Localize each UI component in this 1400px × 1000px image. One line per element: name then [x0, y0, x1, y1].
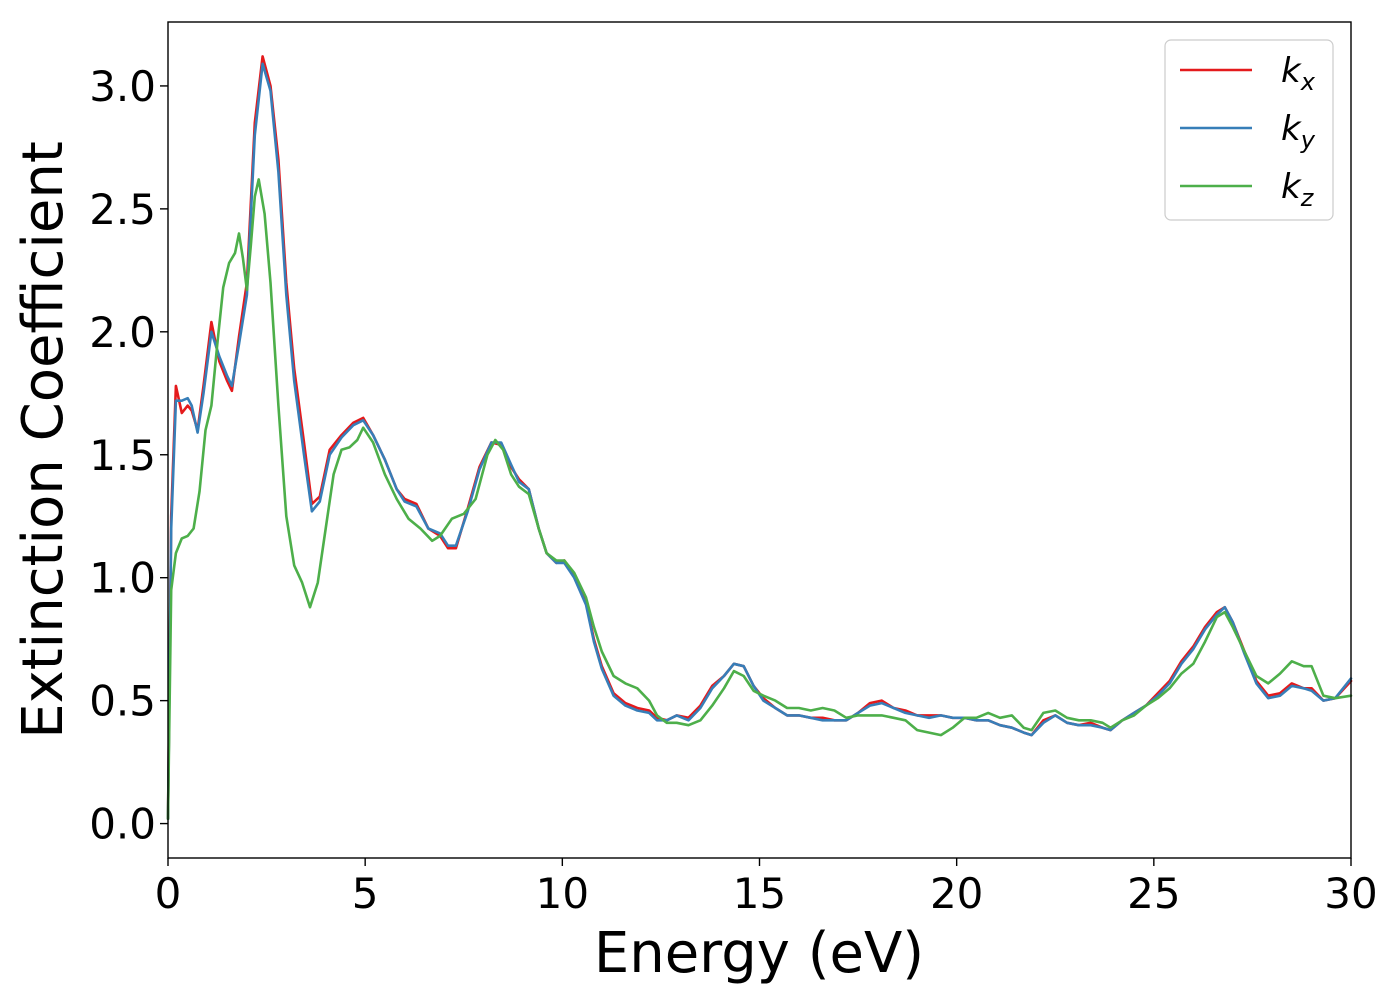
x-tick-label: 15 [733, 869, 786, 918]
y-tick-label: 2.0 [89, 308, 156, 357]
x-tick-label: 20 [930, 869, 983, 918]
y-tick-label: 1.0 [89, 554, 156, 603]
y-tick-label: 3.0 [89, 62, 156, 111]
y-tick-label: 0.5 [89, 677, 156, 726]
x-tick-label: 30 [1324, 869, 1377, 918]
x-axis-title: Energy (eV) [594, 921, 924, 986]
x-axis: 0 5 10 15 20 25 30 [155, 858, 1378, 918]
x-tick-label: 0 [155, 869, 182, 918]
y-tick-label: 1.5 [89, 431, 156, 480]
legend-box [1164, 39, 1334, 221]
y-tick-label: 0.0 [89, 800, 156, 849]
legend-label-kz: kz [1281, 167, 1315, 212]
y-axis: 0.0 0.5 1.0 1.5 2.0 2.5 3.0 [89, 62, 168, 849]
y-axis-title: Extinction Coefficient [11, 141, 76, 739]
series-layer [166, 55, 1353, 820]
y-tick-label: 2.5 [89, 185, 156, 234]
x-tick-label: 5 [352, 869, 379, 918]
x-tick-label: 10 [536, 869, 589, 918]
series-line-kz [166, 178, 1353, 820]
series-line-ky [166, 62, 1353, 820]
x-tick-label: 25 [1127, 869, 1180, 918]
